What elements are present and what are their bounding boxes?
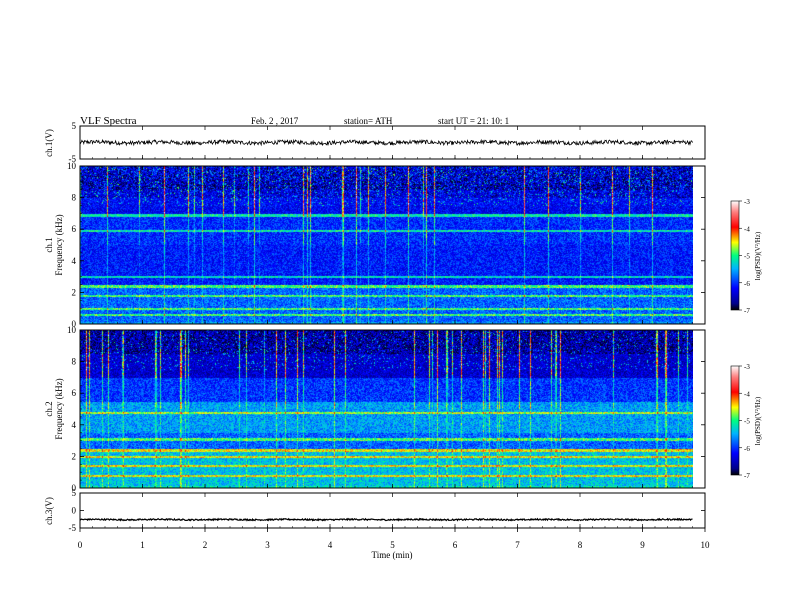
colorbar-tick-label: -5 <box>744 418 750 426</box>
y-tick-label: 8 <box>72 193 77 203</box>
ch1-spectrogram-ylabel-frequency: Frequency (kHz) <box>54 214 64 275</box>
y-tick-label: 5 <box>72 121 77 131</box>
colorbar-tick-label: -6 <box>744 445 750 453</box>
ch1-waveform-ylabel: ch.1(V) <box>44 129 54 157</box>
x-tick-label: 4 <box>328 540 333 550</box>
ch2-spectrogram-image <box>80 330 693 488</box>
x-tick-label: 7 <box>515 540 520 550</box>
ch3-waveform-frame <box>79 492 706 529</box>
ch2-colorbar <box>730 365 740 476</box>
ch2-spectrogram-ylabel-frequency: Frequency (kHz) <box>54 378 64 439</box>
ch2-colorbar-label: log(PSD)(V²/Hz) <box>754 396 762 445</box>
y-tick-label: 0 <box>72 319 77 329</box>
ch1-waveform-panel: 5 -5 ch.1(V) <box>44 121 706 164</box>
x-tick-label: 6 <box>453 540 458 550</box>
y-tick-label: 6 <box>72 224 77 234</box>
x-tick-label: 0 <box>78 540 83 550</box>
y-tick-label: 0 <box>72 483 77 493</box>
y-tick-label: 10 <box>67 161 77 171</box>
start-time-label: start UT = 21: 10: 1 <box>438 116 509 126</box>
y-tick-label: 2 <box>72 451 77 461</box>
colorbar-tick-label: -7 <box>744 307 750 315</box>
x-tick-label: 8 <box>578 540 583 550</box>
ch1-spectrogram-ylabel-channel: ch.1 <box>44 237 54 252</box>
ch1-colorbar <box>730 200 740 311</box>
figure-title: VLF Spectra <box>80 115 137 127</box>
y-tick-label: 4 <box>72 420 77 430</box>
colorbar-tick-label: -3 <box>744 363 750 371</box>
y-tick-label: 10 <box>67 325 77 335</box>
ch3-waveform-panel: 5 0 -5 ch.3(V) <box>44 488 706 533</box>
ch1-spectrogram-image <box>80 166 693 324</box>
x-tick-label: 2 <box>203 540 208 550</box>
colorbar-tick-label: -7 <box>744 472 750 480</box>
ch2-spectrogram-ylabel-channel: ch.2 <box>44 401 54 416</box>
station-label: station= ATH <box>344 116 393 126</box>
x-tick-label: 3 <box>265 540 270 550</box>
colorbar-tick-label: -4 <box>744 390 750 398</box>
y-tick-label: 8 <box>72 357 77 367</box>
time-axis: 0 1 2 3 4 5 6 7 8 9 10 <box>78 126 710 550</box>
y-tick-label: 6 <box>72 388 77 398</box>
x-tick-label: 5 <box>390 540 395 550</box>
date-label: Feb. 2 , 2017 <box>251 116 299 126</box>
x-tick-label: 9 <box>640 540 645 550</box>
y-tick-label: 5 <box>72 488 77 498</box>
y-tick-label: -5 <box>69 154 77 164</box>
colorbar-tick-label: -6 <box>744 280 750 288</box>
ch3-waveform-ylabel: ch.3(V) <box>44 497 54 525</box>
time-axis-label: Time (min) <box>372 550 413 560</box>
y-tick-label: 2 <box>72 287 77 297</box>
colorbar-tick-label: -5 <box>744 253 750 261</box>
y-tick-label: 0 <box>72 506 77 516</box>
ch1-waveform-line <box>79 138 693 147</box>
colorbar-tick-label: -3 <box>744 198 750 206</box>
ch1-colorbar-label: log(PSD)(V²/Hz) <box>754 231 762 280</box>
x-tick-label: 1 <box>140 540 145 550</box>
ch3-waveform-line <box>79 517 693 522</box>
y-tick-label: -5 <box>69 523 77 533</box>
colorbar-tick-label: -4 <box>744 225 750 233</box>
x-tick-label: 10 <box>701 540 711 550</box>
y-tick-label: 4 <box>72 256 77 266</box>
